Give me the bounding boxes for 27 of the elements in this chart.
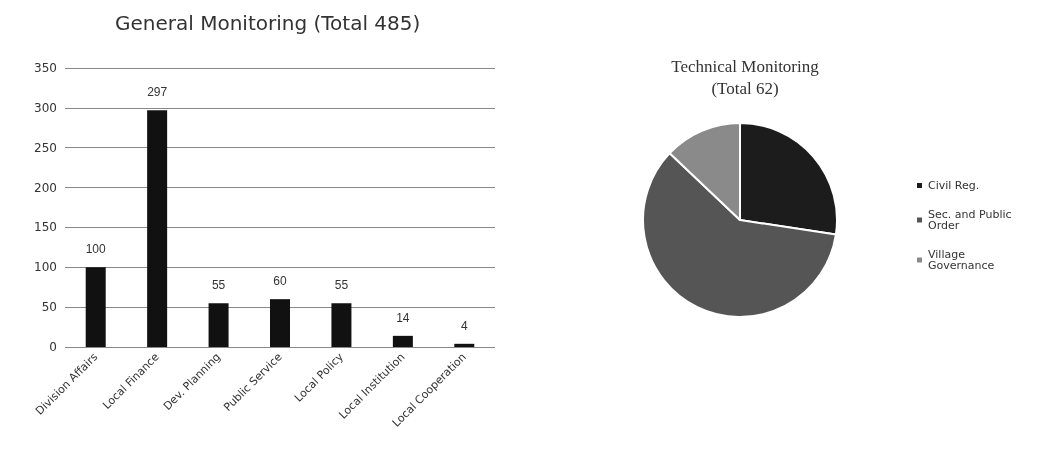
bar bbox=[331, 303, 352, 347]
legend-label: Civil Reg. bbox=[928, 179, 980, 192]
data-label: 100 bbox=[85, 242, 107, 257]
legend-label: Village Governance bbox=[928, 248, 995, 272]
data-label: 55 bbox=[211, 278, 226, 293]
chart-title: General Monitoring (Total 485) bbox=[115, 11, 421, 35]
data-label: 4 bbox=[460, 318, 468, 333]
chart-title: Technical Monitoring (Total 62) bbox=[671, 56, 820, 98]
legend-label: Sec. and Public Order bbox=[928, 208, 1016, 232]
y-tick-label: 300 bbox=[34, 100, 57, 115]
data-label: 55 bbox=[334, 278, 349, 293]
y-tick-label: 150 bbox=[34, 220, 57, 235]
data-label: 60 bbox=[273, 274, 287, 289]
bar bbox=[85, 267, 106, 347]
data-label: 14 bbox=[396, 310, 410, 325]
bar bbox=[270, 299, 290, 347]
bar bbox=[392, 335, 413, 347]
y-tick-label: 100 bbox=[34, 260, 57, 275]
y-tick-label: 200 bbox=[34, 180, 57, 195]
y-tick-label: 350 bbox=[34, 61, 57, 75]
bar bbox=[454, 343, 475, 347]
y-tick-label: 250 bbox=[34, 140, 57, 155]
bar bbox=[147, 110, 168, 347]
data-label: 297 bbox=[147, 85, 168, 100]
bar bbox=[208, 303, 229, 347]
y-tick-label: 0 bbox=[49, 340, 57, 354]
y-tick-label: 50 bbox=[41, 300, 57, 315]
